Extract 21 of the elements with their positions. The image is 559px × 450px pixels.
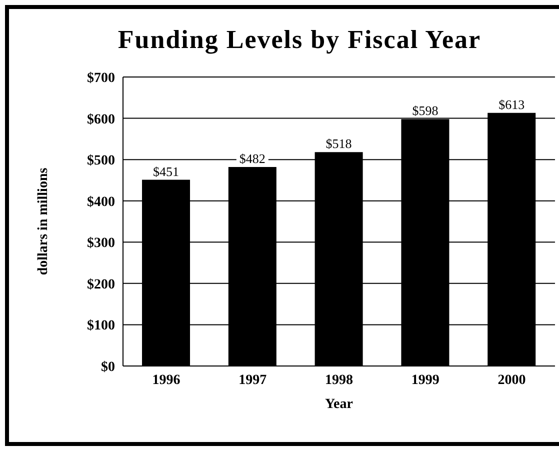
data-label: $482 — [239, 151, 266, 166]
x-tick-label: 1999 — [411, 372, 440, 388]
y-tick-label: $200 — [87, 277, 115, 292]
data-label: $451 — [153, 164, 180, 179]
x-tick-label: 2000 — [498, 372, 526, 388]
chart-title: Funding Levels by Fiscal Year — [116, 25, 482, 55]
y-tick-label: $700 — [87, 70, 115, 86]
data-label: $598 — [412, 103, 438, 118]
y-tick-label: $0 — [101, 360, 115, 375]
x-tick-label: 1996 — [152, 372, 180, 388]
x-axis-title: Year — [325, 397, 353, 412]
x-tick-label: 1997 — [238, 372, 267, 388]
data-label: $518 — [326, 136, 352, 152]
y-tick-label: $500 — [87, 154, 115, 169]
y-axis-title: dollars in millions — [36, 167, 51, 276]
y-tick-label: $300 — [87, 236, 115, 252]
x-tick-label: 1998 — [325, 372, 353, 388]
data-label: $613 — [498, 96, 525, 112]
y-tick-label: $400 — [87, 194, 115, 210]
y-tick-label: $600 — [87, 112, 115, 128]
y-tick-label: $100 — [87, 318, 115, 334]
